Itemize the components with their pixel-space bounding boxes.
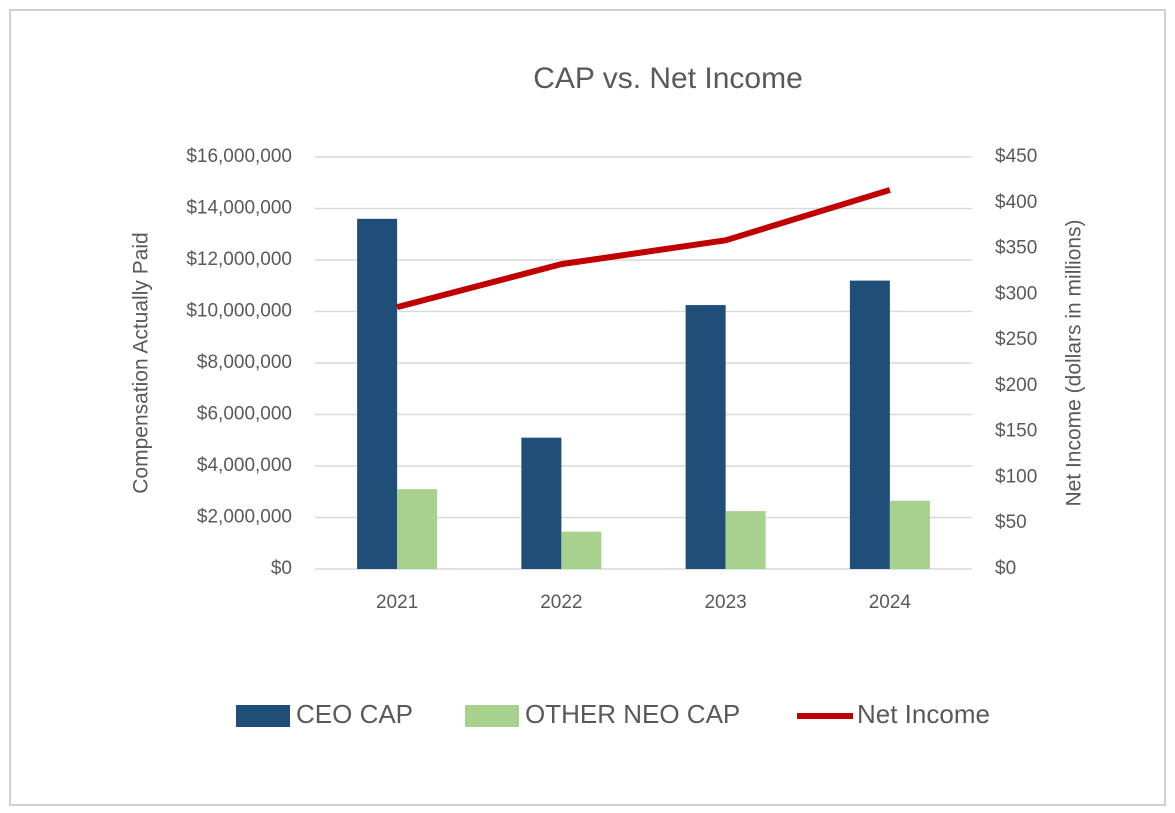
y2-tick-label: $450 xyxy=(995,146,1037,167)
y2-tick-label: $150 xyxy=(995,421,1037,442)
y2-tick-label: $100 xyxy=(995,466,1037,487)
y-axis-label: Compensation Actually Paid xyxy=(130,232,153,494)
y2-tick-label: $200 xyxy=(995,375,1037,396)
bar xyxy=(397,489,438,569)
bar xyxy=(521,437,562,569)
y2-tick-label: $300 xyxy=(995,283,1037,304)
bar xyxy=(849,280,890,569)
bar xyxy=(725,511,766,569)
y-tick-label: $4,000,000 xyxy=(197,455,292,476)
y-tick-label: $0 xyxy=(271,558,292,579)
x-tick-label: 2023 xyxy=(704,592,746,613)
y2-tick-label: $0 xyxy=(995,558,1016,579)
legend-swatch xyxy=(236,705,290,727)
y-tick-label: $6,000,000 xyxy=(197,404,292,425)
y-tick-label: $14,000,000 xyxy=(186,198,292,219)
y-tick-label: $2,000,000 xyxy=(197,507,292,528)
y-tick-label: $16,000,000 xyxy=(186,146,292,167)
line-series xyxy=(396,187,891,311)
y2-tick-label: $400 xyxy=(995,192,1037,213)
y-tick-label: $8,000,000 xyxy=(197,352,292,373)
y2-axis-label: Net Income (dollars in millions) xyxy=(1063,219,1086,506)
bar xyxy=(357,218,398,570)
legend-label: CEO CAP xyxy=(296,699,413,729)
legend-swatch xyxy=(465,705,519,727)
bar xyxy=(889,500,930,569)
x-tick-label: 2022 xyxy=(540,592,582,613)
y2-tick-label: $350 xyxy=(995,238,1037,259)
chart-title: CAP vs. Net Income xyxy=(533,62,803,95)
x-tick-label: 2024 xyxy=(869,592,912,613)
legend-label: Net Income xyxy=(857,699,990,729)
bar xyxy=(561,531,602,569)
y-tick-label: $10,000,000 xyxy=(186,301,292,322)
y2-tick-label: $250 xyxy=(995,329,1037,350)
bar xyxy=(685,305,726,569)
x-tick-label: 2021 xyxy=(376,592,418,613)
y-tick-label: $12,000,000 xyxy=(186,249,292,270)
legend-label: OTHER NEO CAP xyxy=(525,699,740,729)
chart-frame xyxy=(9,9,1166,806)
y2-tick-label: $50 xyxy=(995,512,1027,533)
